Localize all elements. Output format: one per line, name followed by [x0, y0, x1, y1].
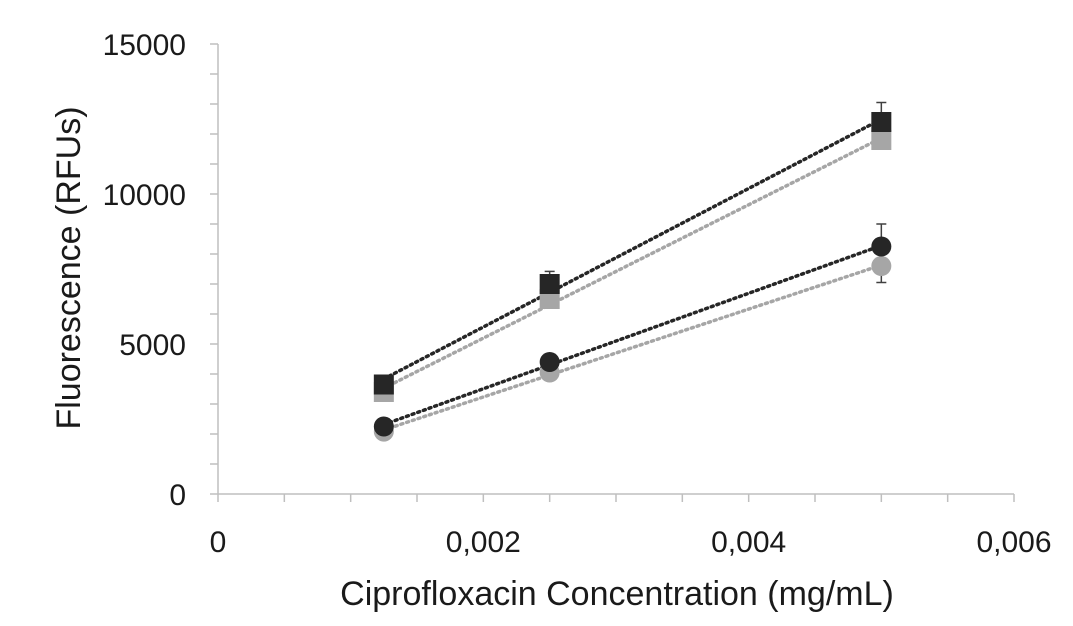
trendlines	[382, 117, 884, 432]
x-tick-label: 0,006	[976, 526, 1051, 559]
trendline-square-light	[382, 136, 884, 390]
data-markers	[373, 112, 892, 442]
y-axis-title: Fluorescence (RFUs)	[50, 106, 88, 429]
data-point-square	[539, 274, 560, 294]
y-tick-label: 15000	[103, 29, 186, 62]
data-point-circle	[871, 236, 892, 257]
x-axis-title: Ciprofloxacin Concentration (mg/mL)	[340, 575, 894, 613]
data-point-circle	[871, 256, 892, 276]
trendline-segment	[382, 117, 884, 381]
x-tick-label: 0	[210, 526, 227, 559]
y-tick-label: 5000	[119, 329, 186, 362]
trendline-circle-dark	[382, 243, 884, 427]
data-point-square	[871, 130, 892, 150]
error-bars	[378, 101, 887, 430]
trendline-circle-light	[382, 263, 884, 432]
x-tick-label: 0,004	[711, 526, 786, 559]
trendline-segment	[382, 243, 884, 427]
axes: 0 5000 10000 15000 0 0,002 0,004 0,006	[103, 29, 1052, 559]
data-point-square	[373, 374, 394, 395]
trendline-segment	[382, 263, 884, 432]
trendline-square-dark	[382, 117, 884, 381]
data-point-circle	[539, 352, 560, 372]
trendline-segment	[382, 136, 884, 390]
y-tick-label: 10000	[103, 179, 186, 212]
data-point-circle	[373, 416, 394, 437]
x-tick-label: 0,002	[446, 526, 521, 559]
y-tick-label: 0	[169, 479, 186, 512]
data-point-square	[871, 112, 892, 132]
